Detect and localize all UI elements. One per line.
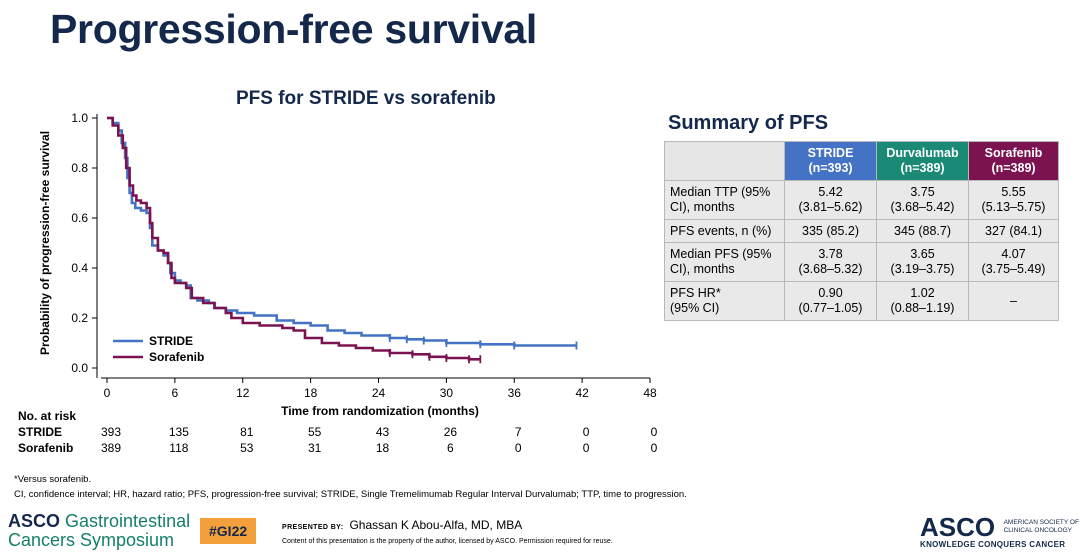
x-tick-label: 24 — [372, 386, 386, 400]
table-corner — [664, 141, 785, 181]
at-risk-value: 6 — [447, 441, 454, 455]
at-risk-value: 135 — [169, 425, 189, 439]
at-risk-value: 18 — [376, 441, 390, 455]
at-risk-value: 0 — [583, 441, 590, 455]
presented-by: PRESENTED BY: Ghassan K Abou-Alfa, MD, MB… — [282, 518, 523, 532]
at-risk-value: 55 — [308, 425, 322, 439]
summary-table: STRIDE (n=393) Durvalumab (n=389) Sorafeni… — [664, 141, 1059, 321]
x-tick-label: 12 — [236, 386, 250, 400]
km-chart: 0 6 12 18 24 30 36 42 48 0.0 0.2 0.4 0.6 0.8 1.0 Time f… — [18, 111, 658, 455]
footnote-abbreviations: CI, confidence interval; HR, hazard rati… — [14, 489, 687, 500]
x-tick-label: 30 — [440, 386, 454, 400]
x-tick-label: 42 — [575, 386, 589, 400]
x-axis-label: Time from randomization (months) — [281, 404, 479, 418]
asco-gi-logo: ASCO Gastrointestinal Cancers Symposium — [8, 511, 191, 550]
row-median-pfs: Median PFS (95% CI), months 3.78 (3.68–5.3… — [664, 242, 1059, 282]
y-tick-label: 0.8 — [71, 161, 88, 175]
y-axis-label: Probability of progression-free survival — [38, 131, 52, 355]
at-risk-value: 81 — [240, 425, 254, 439]
at-risk-value: 43 — [376, 425, 390, 439]
at-risk-value: 118 — [169, 441, 188, 455]
legend-label-stride: STRIDE — [149, 334, 193, 348]
content-note: Content of this presentation is the prop… — [282, 538, 613, 545]
at-risk-value: 0 — [651, 425, 658, 439]
row-median-ttp: Median TTP (95% CI), months 5.42 (3.81–5.6… — [664, 180, 1059, 220]
at-risk-value: 0 — [583, 425, 590, 439]
at-risk-value: 389 — [101, 441, 121, 455]
row-pfs-events: PFS events, n (%) 335 (85.2) 345 (88.7) … — [664, 219, 1059, 243]
asco-logo: ASCO AMERICAN SOCIETY OF CLINICAL ONCOLOG… — [920, 512, 1079, 549]
x-tick-label: 6 — [172, 386, 179, 400]
y-tick-label: 0.4 — [71, 261, 88, 275]
at-risk-label-sorafenib: Sorafenib — [18, 441, 73, 455]
x-tick-label: 36 — [508, 386, 522, 400]
y-tick-label: 1.0 — [71, 111, 88, 125]
slide-title: Progression-free survival — [50, 6, 537, 52]
y-tick-label: 0.0 — [71, 361, 88, 375]
footnote-versus: *Versus sorafenib. — [14, 474, 92, 485]
y-tick-label: 0.6 — [71, 211, 88, 225]
at-risk-value: 31 — [308, 441, 322, 455]
x-tick-label: 18 — [304, 386, 318, 400]
km-curve-stride — [107, 116, 577, 347]
at-risk-header: No. at risk — [18, 409, 76, 423]
at-risk-value: 0 — [515, 441, 522, 455]
km-curve-sorafenib — [107, 116, 481, 361]
at-risk-value: 0 — [651, 441, 658, 455]
at-risk-value: 53 — [240, 441, 254, 455]
summary-title: Summary of PFS — [668, 112, 829, 134]
at-risk-value: 26 — [444, 425, 458, 439]
legend-label-sorafenib: Sorafenib — [149, 350, 204, 364]
chart-title: PFS for STRIDE vs sorafenib — [236, 88, 496, 109]
hashtag-badge: #GI22 — [200, 518, 257, 544]
y-tick-label: 0.2 — [71, 311, 88, 325]
header-sorafenib: Sorafenib (n=389) — [968, 141, 1059, 181]
at-risk-label-stride: STRIDE — [18, 425, 62, 439]
header-durvalumab: Durvalumab (n=389) — [876, 141, 969, 181]
at-risk-value: 393 — [101, 425, 121, 439]
at-risk-value: 7 — [515, 425, 522, 439]
header-stride: STRIDE (n=393) — [784, 141, 877, 181]
row-pfs-hr: PFS HR* (95% CI) 0.90 (0.77–1.05) 1.02 (0.8… — [664, 281, 1059, 321]
x-tick-label: 0 — [104, 386, 111, 400]
x-tick-label: 48 — [643, 386, 657, 400]
